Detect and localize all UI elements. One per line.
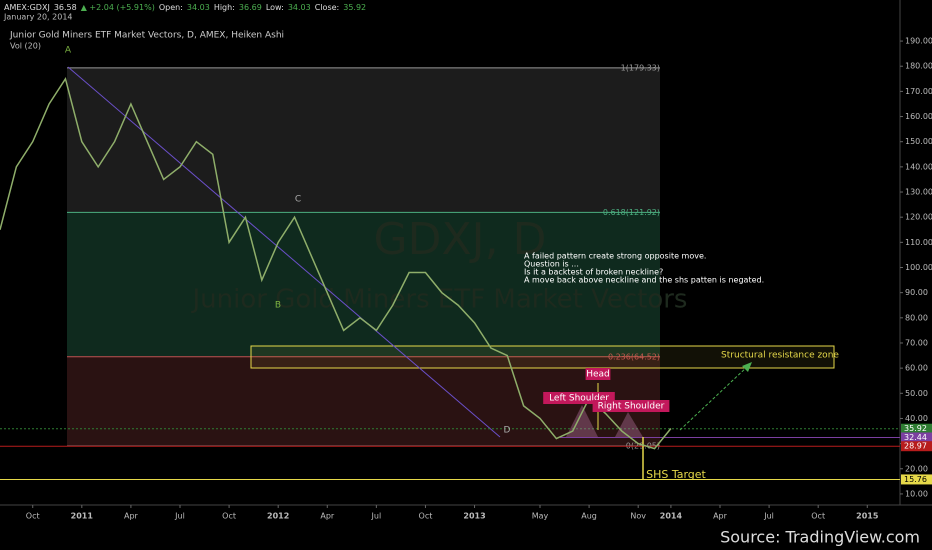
quote-part: Low: [266, 3, 284, 12]
annotation-box [592, 400, 670, 412]
annotation: Left Shoulder [549, 394, 609, 404]
arrow [679, 365, 749, 431]
fib-label: 0.236(64.52) [608, 352, 660, 361]
note: A failed pattern create strong opposite … [524, 252, 706, 261]
x-tick-label: 2015 [856, 512, 879, 521]
watermark: GDXJ, D [374, 214, 547, 265]
y-tick-label: 70.00 [905, 338, 928, 347]
arrow-head [742, 362, 752, 372]
y-tick-label: 100.00 [905, 263, 932, 272]
annotation: A [65, 46, 72, 56]
note: Question is ... [524, 260, 579, 269]
fib-label: 1(179.33) [621, 63, 660, 72]
x-tick-label: May [532, 512, 549, 521]
x-tick-label: Apr [713, 512, 728, 521]
price-tag [901, 423, 932, 434]
note: Is it a backtest of broken neckline? [524, 268, 663, 277]
x-tick-label: Oct [222, 512, 236, 521]
price-tag [901, 441, 932, 452]
quote-part: 36.58 [54, 3, 77, 12]
annotation: Structural resistance zone [721, 351, 839, 361]
price-tag [901, 474, 932, 485]
price-tag-label: 32.44 [904, 433, 927, 442]
x-tick-label: Aug [581, 512, 597, 521]
x-tick-label: Apr [124, 512, 139, 521]
quote-part: 34.03 [187, 3, 210, 12]
quote-part: 36.69 [239, 3, 262, 12]
annotation: SHS Target [646, 468, 706, 481]
quote-part: High: [214, 3, 235, 12]
y-tick-label: 90.00 [905, 288, 928, 297]
quote-part: Close: [315, 3, 340, 12]
fib-zones [67, 67, 660, 447]
quote-part: ▲ +2.04 (+5.91%) [81, 3, 155, 12]
x-tick-label: Oct [26, 512, 40, 521]
annotation: B [275, 301, 281, 311]
x-tick-label: 2014 [660, 512, 683, 521]
quote-part: Open: [159, 3, 183, 12]
resistance-zone [250, 345, 835, 369]
y-tick-label: 140.00 [905, 162, 932, 171]
chart-title: Junior Gold Miners ETF Market Vectors, D… [9, 31, 284, 41]
quote-part: 34.03 [288, 3, 311, 12]
y-tick-label: 10.00 [905, 489, 928, 498]
indicator: Vol (20) [10, 42, 41, 51]
x-tick-label: Apr [320, 512, 335, 521]
price-tag [901, 432, 932, 443]
quote: AMEX:GDXJ 36.58 ▲ +2.04 (+5.91%) Open: 34.03… [4, 3, 366, 12]
y-tick-label: 130.00 [905, 188, 932, 197]
x-tick-label: Nov [630, 512, 646, 521]
x-tick-label: 2011 [71, 512, 94, 521]
annotation: C [295, 195, 301, 205]
y-tick-label: 50.00 [905, 389, 928, 398]
price-line-series [0, 76, 672, 450]
price-tag-label: 15.76 [904, 475, 927, 484]
x-tick-label: Jul [174, 512, 185, 521]
y-tick-label: 170.00 [905, 87, 932, 96]
y-tick-label: 40.00 [905, 414, 928, 423]
y-tick-label: 60.00 [905, 364, 928, 373]
note: A move back above neckline and the shs p… [524, 276, 764, 285]
price-tag-label: 28.97 [904, 442, 927, 451]
y-tick-label: 120.00 [905, 213, 932, 222]
y-tick-label: 80.00 [905, 313, 928, 322]
annotation: Head [586, 370, 610, 380]
date: January 20, 2014 [3, 13, 73, 22]
y-tick-label: 160.00 [905, 112, 932, 121]
x-tick-label: 2013 [463, 512, 485, 521]
price-tag-label: 35.92 [904, 424, 927, 433]
y-tick-label: 180.00 [905, 62, 932, 71]
quote-part: 35.92 [343, 3, 366, 12]
fib-zone [67, 212, 660, 357]
annotation: D [504, 426, 511, 436]
y-tick-label: 110.00 [905, 238, 932, 247]
x-tick-label: Jul [371, 512, 382, 521]
fib-zone [67, 67, 660, 213]
y-tick-label: 190.00 [905, 37, 932, 46]
x-tick-label: Jul [763, 512, 774, 521]
annotation-box [585, 368, 611, 380]
x-tick-label: Oct [419, 512, 433, 521]
trend-line [67, 66, 501, 438]
x-tick-label: 2012 [267, 512, 289, 521]
x-tick-label: Oct [811, 512, 825, 521]
y-tick-label: 150.00 [905, 137, 932, 146]
y-tick-label: 20.00 [905, 464, 928, 473]
source: Source: TradingView.com [720, 528, 920, 547]
fib-label: 0.618(121.92) [603, 208, 660, 217]
quote-part: AMEX:GDXJ [4, 3, 50, 12]
annotation: Right Shoulder [598, 402, 665, 412]
